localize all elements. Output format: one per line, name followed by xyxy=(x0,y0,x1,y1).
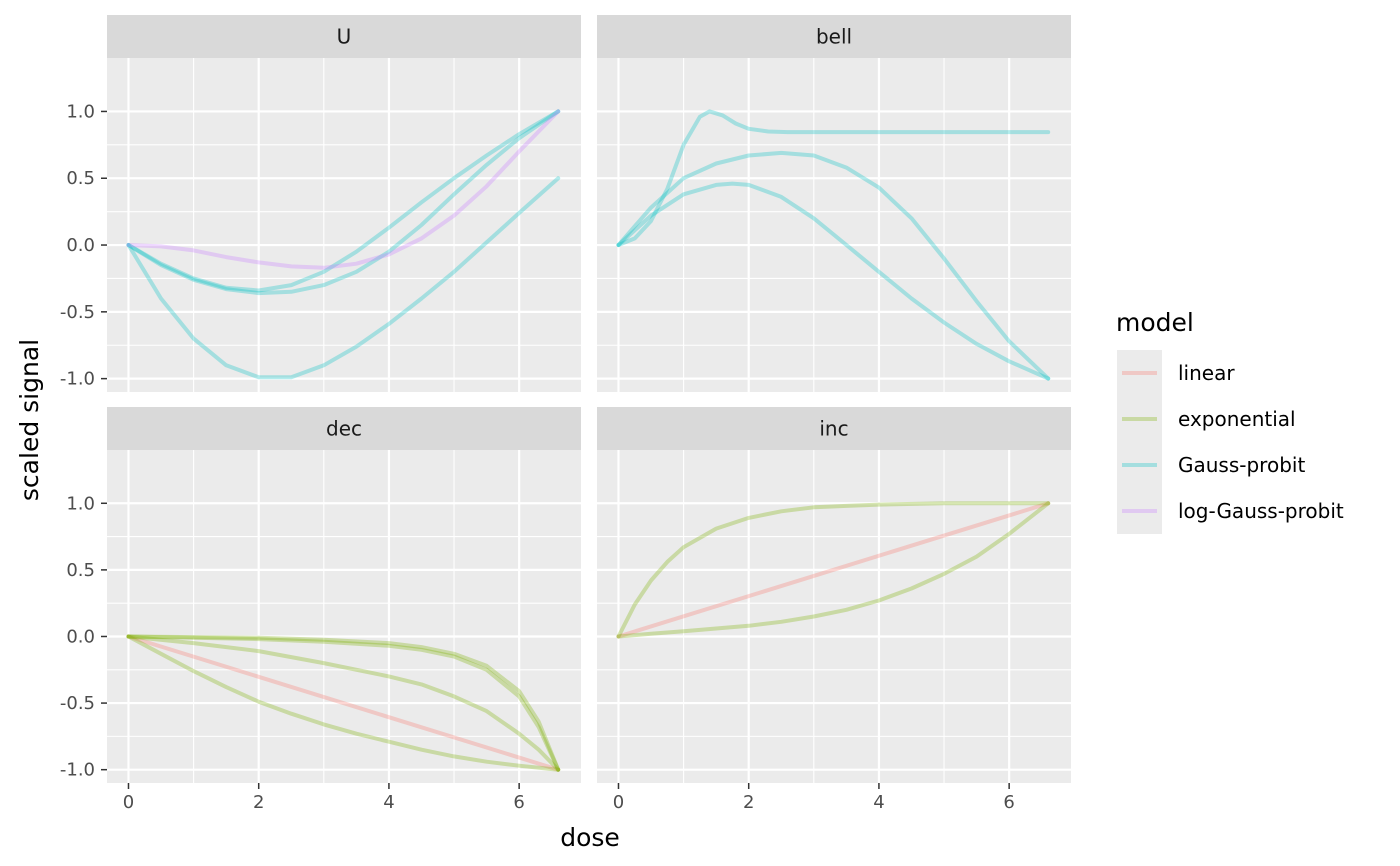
panel-dec: dec -1.0 -0.5 0.0 0.5 1.0 0 2 4 6 xyxy=(60,407,581,813)
y-tick-label: 0.0 xyxy=(66,626,95,647)
strip-label: bell xyxy=(816,25,852,49)
panel-background xyxy=(107,58,581,392)
y-tick-label: 1.0 xyxy=(66,493,95,514)
strip-background xyxy=(597,407,1071,450)
facet-panels: U -1.0 -0.5 0.0 0.5 1.0 bell dec -1.0 -0.5 0.0 0.5 1… xyxy=(60,15,1071,813)
series-line-exponential xyxy=(616,501,1051,639)
strip-label: U xyxy=(337,25,352,49)
strip-label: inc xyxy=(819,417,848,441)
x-tick-label: 6 xyxy=(1003,792,1014,813)
x-tick-label: 4 xyxy=(383,792,394,813)
legend-key-background xyxy=(1117,442,1162,488)
legend-key-background xyxy=(1117,488,1162,534)
series-line-exponential xyxy=(616,501,1051,639)
y-tick-label: 0.5 xyxy=(66,560,95,581)
series-group xyxy=(126,109,561,380)
series-line-exponential xyxy=(126,634,561,772)
series-line-log-Gauss-probit xyxy=(126,109,561,270)
x-tick-label: 4 xyxy=(873,792,884,813)
series-line-Gauss-probit xyxy=(616,109,1051,247)
series-line-Gauss-probit xyxy=(126,176,561,380)
legend-entry-label: linear xyxy=(1178,361,1235,385)
panel-inc: inc 0 2 4 6 xyxy=(597,407,1071,813)
gridlines xyxy=(597,450,1071,783)
y-axis-title: scaled signal xyxy=(15,339,44,501)
gridlines xyxy=(597,58,1071,392)
series-line-exponential xyxy=(126,634,561,772)
panel-background xyxy=(107,450,581,783)
series-line-Gauss-probit xyxy=(126,109,561,293)
panel-background xyxy=(597,450,1071,783)
strip-background xyxy=(107,15,581,58)
legend-title: model xyxy=(1116,308,1194,337)
panel-background xyxy=(597,58,1071,392)
strip-label: dec xyxy=(326,417,362,441)
series-line-Gauss-probit xyxy=(616,150,1051,381)
strip-background xyxy=(107,407,581,450)
series-group xyxy=(126,634,561,772)
legend-key-background xyxy=(1117,396,1162,442)
series-line-Gauss-probit xyxy=(126,109,561,296)
y-tick-label: 0.0 xyxy=(66,235,95,256)
legend-entry-label: Gauss-probit xyxy=(1178,453,1305,477)
series-line-exponential xyxy=(126,634,561,772)
series-group xyxy=(616,109,1051,381)
y-tick-label: -1.0 xyxy=(60,369,95,390)
y-tick-label: -0.5 xyxy=(60,693,95,714)
x-tick-label: 2 xyxy=(253,792,264,813)
strip-background xyxy=(597,15,1071,58)
y-tick-label: -1.0 xyxy=(60,760,95,781)
x-tick-label: 2 xyxy=(743,792,754,813)
x-tick-label: 0 xyxy=(123,792,134,813)
series-line-Gauss-probit xyxy=(616,181,1051,381)
y-tick-label: 1.0 xyxy=(66,101,95,122)
series-line-exponential xyxy=(126,634,561,772)
series-group xyxy=(616,501,1051,639)
y-tick-label: 0.5 xyxy=(66,168,95,189)
x-tick-label: 0 xyxy=(613,792,624,813)
legend-key-background xyxy=(1117,350,1162,396)
legend: model linear exponential Gauss-probit log-G… xyxy=(1116,308,1344,534)
legend-entry-label: log-Gauss-probit xyxy=(1178,499,1344,523)
x-axis-title: dose xyxy=(560,823,620,852)
panel-bell: bell xyxy=(597,15,1071,392)
gridlines xyxy=(107,58,581,392)
series-line-linear xyxy=(126,634,561,772)
gridlines xyxy=(107,450,581,783)
series-line-linear xyxy=(616,501,1051,639)
panel-U: U -1.0 -0.5 0.0 0.5 1.0 xyxy=(60,15,581,392)
x-tick-label: 6 xyxy=(513,792,524,813)
legend-entry-label: exponential xyxy=(1178,407,1296,431)
y-tick-label: -0.5 xyxy=(60,302,95,323)
